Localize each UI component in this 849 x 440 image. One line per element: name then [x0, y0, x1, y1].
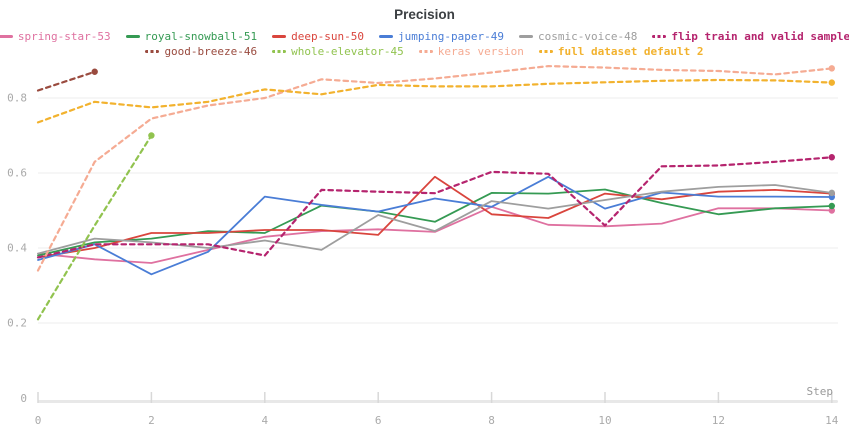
- legend-item-good-breeze-46[interactable]: good-breeze-46: [145, 44, 257, 59]
- series-endpoint-dot-keras-version[interactable]: [828, 65, 835, 72]
- legend-label: full dataset default 2: [557, 45, 704, 58]
- series-line-good-breeze-46[interactable]: [36, 70, 96, 92]
- series-endpoint-dot-cosmic-voice-48[interactable]: [828, 189, 835, 197]
- solid-line-swatch-icon: [0, 35, 13, 38]
- legend-item-royal-snowball-51[interactable]: royal-snowball-51: [125, 29, 258, 44]
- dashed-line-swatch-icon: [145, 50, 160, 53]
- legend-item-spring-star-53[interactable]: spring-star-53: [0, 29, 111, 44]
- solid-line-swatch-icon: [519, 35, 533, 38]
- x-axis-bar[interactable]: [38, 400, 838, 403]
- legend-item-keras-version[interactable]: keras version: [418, 44, 524, 59]
- solid-line-swatch-icon: [125, 35, 140, 38]
- series-line-full-dataset-default-2[interactable]: [36, 78, 833, 124]
- legend-label: deep-sun-50: [291, 30, 365, 43]
- y-tick-label: 0.8: [7, 92, 27, 105]
- series-endpoint-dot-full-dataset-default-2[interactable]: [828, 79, 835, 86]
- y-tick-label: 0.6: [7, 167, 27, 180]
- x-tick-label: 0: [35, 414, 42, 427]
- dashed-line-swatch-icon: [538, 50, 553, 53]
- legend: spring-star-53 royal-snowball-51 deep-sun-…: [0, 29, 849, 59]
- x-tick-label: 2: [148, 414, 155, 427]
- legend-item-whole-elevator-45[interactable]: whole-elevator-45: [272, 44, 404, 59]
- dashed-line-swatch-icon: [418, 50, 433, 53]
- series-line-cosmic-voice-48[interactable]: [37, 184, 833, 255]
- legend-label: royal-snowball-51: [144, 30, 258, 43]
- legend-label: spring-star-53: [17, 30, 111, 43]
- dashed-line-swatch-icon: [652, 35, 667, 38]
- y-tick-label: 0.4: [7, 242, 27, 255]
- legend-label: flip train and valid sample: [671, 30, 849, 43]
- series-endpoint-dot-spring-star-53[interactable]: [828, 207, 835, 214]
- dashed-line-swatch-icon: [272, 50, 287, 53]
- x-tick-label: 12: [712, 414, 725, 427]
- legend-item-cosmic-voice-48[interactable]: cosmic-voice-48: [519, 29, 637, 44]
- legend-item-deep-sun-50[interactable]: deep-sun-50: [272, 29, 364, 44]
- legend-item-jumping-paper-49[interactable]: jumping-paper-49: [379, 29, 504, 44]
- x-tick-label: 4: [261, 414, 268, 427]
- legend-label: jumping-paper-49: [398, 30, 504, 43]
- legend-label: whole-elevator-45: [291, 45, 404, 58]
- series-line-royal-snowball-51[interactable]: [37, 188, 833, 257]
- legend-item-flip-train-and-valid-sample[interactable]: flip train and valid sample: [652, 29, 849, 44]
- series-endpoint-dot-royal-snowball-51[interactable]: [828, 202, 835, 210]
- series-line-spring-star-53[interactable]: [37, 205, 833, 264]
- legend-row-1: spring-star-53 royal-snowball-51 deep-sun-…: [0, 29, 849, 44]
- series-endpoint-dot-whole-elevator-45[interactable]: [148, 132, 155, 139]
- chart-title: Precision: [394, 7, 455, 22]
- legend-label: cosmic-voice-48: [538, 30, 638, 43]
- legend-row-2: good-breeze-46 whole-elevator-45 keras ver…: [0, 44, 849, 59]
- solid-line-swatch-icon: [272, 35, 287, 38]
- series-line-jumping-paper-49[interactable]: [37, 175, 833, 276]
- x-tick-label: 6: [375, 414, 382, 427]
- x-axis-label: Step: [807, 385, 834, 398]
- series-line-flip-train-and-valid-sample[interactable]: [36, 156, 833, 259]
- series-line-deep-sun-50[interactable]: [37, 175, 833, 259]
- series-line-whole-elevator-45[interactable]: [36, 134, 153, 321]
- series-endpoint-dot-flip-train-and-valid-sample[interactable]: [828, 154, 835, 161]
- legend-item-full-dataset-default-2[interactable]: full dataset default 2: [538, 44, 704, 59]
- legend-label: keras version: [437, 45, 524, 58]
- solid-line-swatch-icon: [379, 35, 394, 38]
- y-tick-label: 0.2: [7, 317, 27, 330]
- x-tick-label: 14: [825, 414, 839, 427]
- series-endpoint-dot-good-breeze-46[interactable]: [91, 68, 98, 75]
- x-tick-label: 8: [488, 414, 495, 427]
- legend-label: good-breeze-46: [164, 45, 258, 58]
- x-tick-label: 10: [598, 414, 611, 427]
- y-zero-label: 0: [20, 392, 27, 405]
- series-line-keras-version[interactable]: [36, 64, 833, 272]
